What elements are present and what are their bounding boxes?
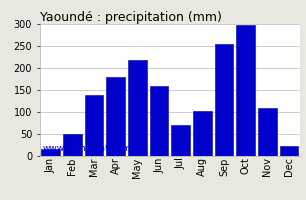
Bar bbox=[215, 44, 233, 156]
Bar bbox=[85, 95, 103, 156]
Bar bbox=[63, 134, 81, 156]
Text: Yaoundé : precipitation (mm): Yaoundé : precipitation (mm) bbox=[40, 11, 222, 24]
Bar bbox=[106, 77, 125, 156]
Bar bbox=[150, 86, 168, 156]
Bar bbox=[193, 111, 211, 156]
Bar bbox=[41, 149, 60, 156]
Bar bbox=[258, 108, 277, 156]
Bar bbox=[171, 125, 190, 156]
Bar bbox=[128, 60, 147, 156]
Text: www.allmetsat.com: www.allmetsat.com bbox=[42, 144, 131, 153]
Bar bbox=[280, 146, 298, 156]
Bar bbox=[237, 25, 255, 156]
